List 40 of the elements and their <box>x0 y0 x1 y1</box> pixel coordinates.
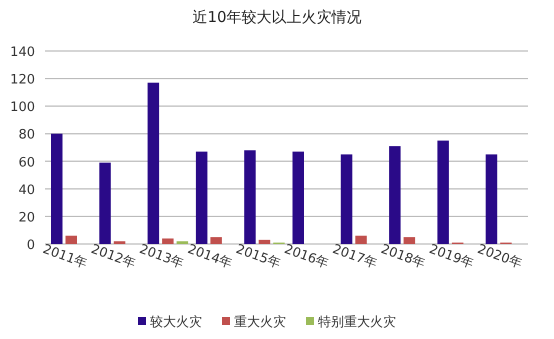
bar <box>258 240 270 244</box>
y-tick-label: 140 <box>10 45 35 60</box>
y-tick-label: 20 <box>18 210 35 226</box>
legend-label: 重大火灾 <box>234 314 286 330</box>
x-tick-label: 2016年 <box>282 242 331 272</box>
y-tick-label: 80 <box>18 128 35 143</box>
x-tick-label: 2020年 <box>475 242 524 272</box>
bar <box>114 241 126 244</box>
bar <box>340 154 352 244</box>
y-tick-label: 60 <box>18 155 35 170</box>
bar <box>292 152 304 244</box>
bar <box>99 162 111 244</box>
x-tick-label: 2011年 <box>40 242 90 272</box>
bar <box>437 140 449 244</box>
x-tick-label: 2017年 <box>330 242 379 272</box>
chart-title: 近10年较大以上火灾情况 <box>192 8 362 26</box>
bar <box>148 82 160 244</box>
y-tick-label: 120 <box>10 72 35 88</box>
y-tick-label: 100 <box>10 100 35 116</box>
legend-label: 较大火灾 <box>150 314 202 330</box>
x-tick-label: 2014年 <box>186 242 234 272</box>
bar <box>162 238 174 244</box>
bar <box>196 152 208 244</box>
y-tick-label: 40 <box>18 182 35 198</box>
x-tick-label: 2013年 <box>137 242 186 272</box>
bar <box>66 236 77 244</box>
bar <box>486 154 498 244</box>
bar <box>51 134 62 244</box>
bar <box>244 150 256 244</box>
x-tick-label: 2015年 <box>234 242 282 272</box>
bar <box>210 237 222 244</box>
x-tick-label: 2019年 <box>427 242 476 272</box>
x-tick-label: 2012年 <box>88 242 138 272</box>
bar <box>389 146 401 244</box>
y-tick-label: 0 <box>26 238 35 253</box>
x-tick-label: 2018年 <box>378 242 428 272</box>
bar <box>176 241 188 244</box>
bar <box>404 237 416 244</box>
bar <box>355 236 367 244</box>
legend-label: 特别重大火灾 <box>318 314 396 330</box>
